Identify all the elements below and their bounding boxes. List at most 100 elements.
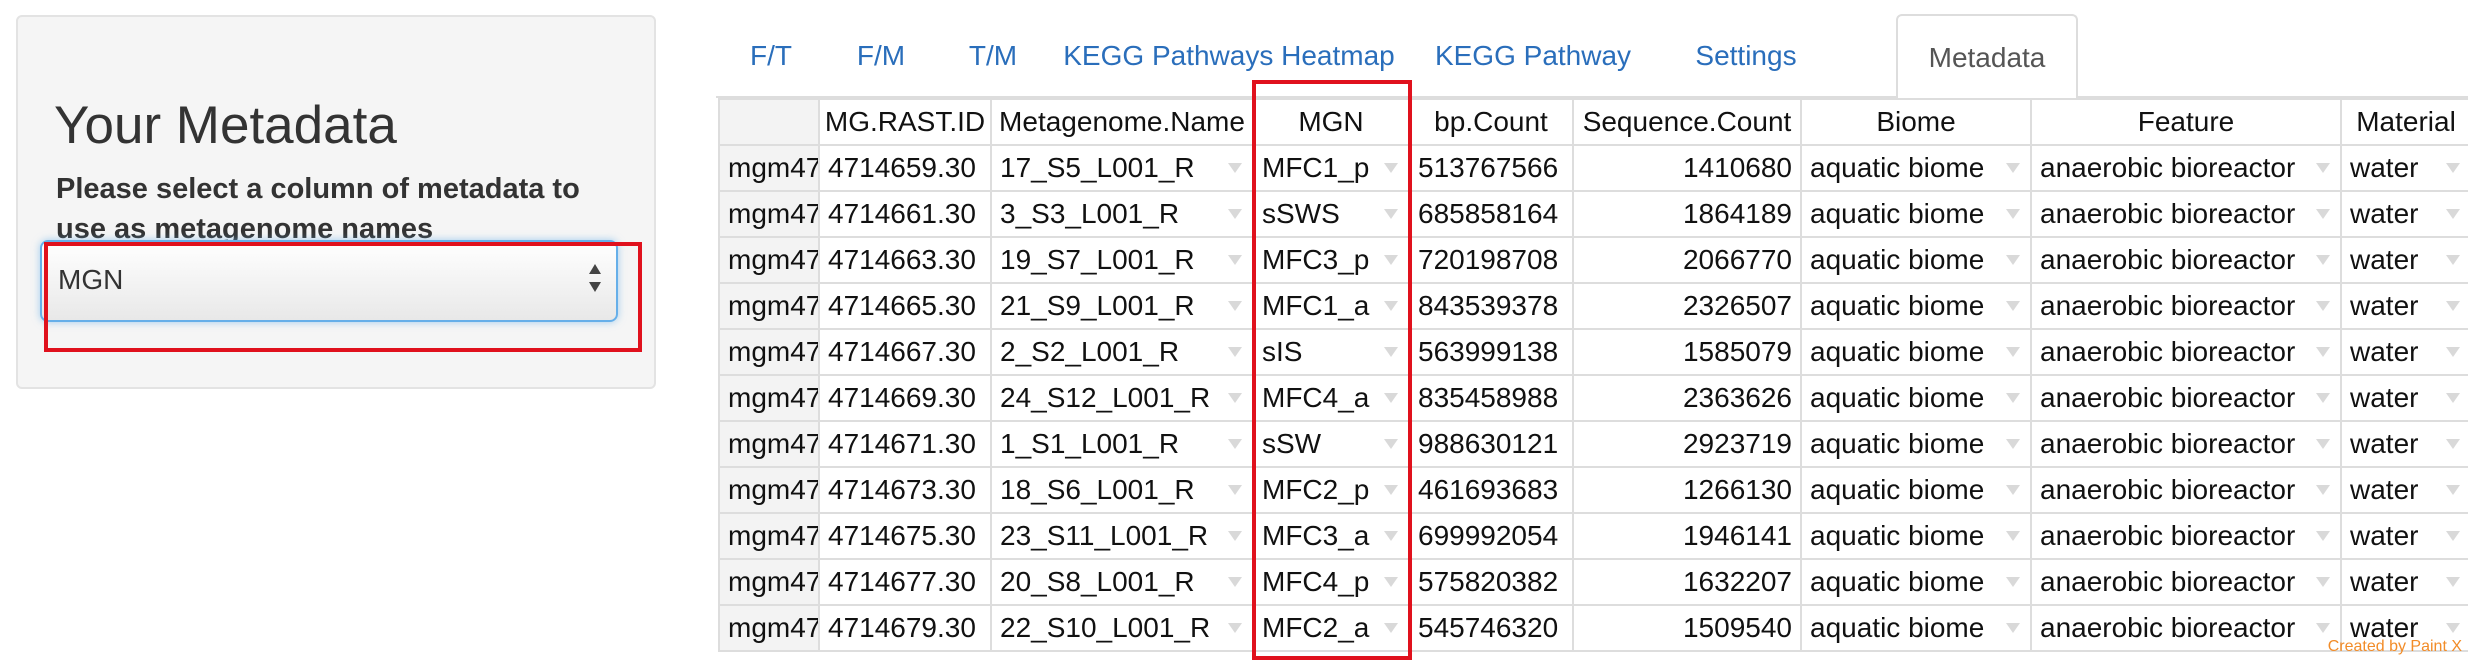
cell-sequence-count[interactable]: 1410680: [1574, 146, 1802, 192]
cell-material[interactable]: water: [2342, 330, 2468, 376]
cell-bp-count[interactable]: 563999138: [1410, 330, 1574, 376]
cell-biome[interactable]: aquatic biome: [1802, 330, 2032, 376]
header-biome[interactable]: Biome: [1802, 98, 2032, 146]
tab-t-m[interactable]: T/M: [968, 40, 1018, 71]
cell-metagenome-name[interactable]: 2_S2_L001_R: [992, 330, 1254, 376]
cell-mg-rast-id[interactable]: 4714663.30: [820, 238, 992, 284]
cell-bp-count[interactable]: 685858164: [1410, 192, 1574, 238]
cell-material[interactable]: water: [2342, 514, 2468, 560]
cell-mg-rast-id[interactable]: 4714665.30: [820, 284, 992, 330]
cell-bp-count[interactable]: 835458988: [1410, 376, 1574, 422]
cell-mg-rast-id[interactable]: 4714667.30: [820, 330, 992, 376]
header-bp-count[interactable]: bp.Count: [1410, 98, 1574, 146]
cell-mgn[interactable]: sSW: [1254, 422, 1410, 468]
cell-metagenome-name[interactable]: 3_S3_L001_R: [992, 192, 1254, 238]
cell-mg-rast-id[interactable]: 4714679.30: [820, 606, 992, 652]
cell-biome[interactable]: aquatic biome: [1802, 192, 2032, 238]
cell-metagenome-name[interactable]: 20_S8_L001_R: [992, 560, 1254, 606]
tab-settings[interactable]: Settings: [1695, 40, 1797, 71]
cell-mg-rast-id[interactable]: 4714675.30: [820, 514, 992, 560]
cell-feature[interactable]: anaerobic bioreactor: [2032, 284, 2342, 330]
cell-biome[interactable]: aquatic biome: [1802, 422, 2032, 468]
cell-biome[interactable]: aquatic biome: [1802, 284, 2032, 330]
cell-feature[interactable]: anaerobic bioreactor: [2032, 376, 2342, 422]
cell-feature[interactable]: anaerobic bioreactor: [2032, 422, 2342, 468]
cell-mgn[interactable]: MFC2_p: [1254, 468, 1410, 514]
cell-metagenome-name[interactable]: 22_S10_L001_R: [992, 606, 1254, 652]
cell-feature[interactable]: anaerobic bioreactor: [2032, 606, 2342, 652]
cell-sequence-count[interactable]: 1946141: [1574, 514, 1802, 560]
cell-material[interactable]: water: [2342, 560, 2468, 606]
cell-metagenome-name[interactable]: 18_S6_L001_R: [992, 468, 1254, 514]
cell-biome[interactable]: aquatic biome: [1802, 606, 2032, 652]
cell-mg-rast-id[interactable]: 4714669.30: [820, 376, 992, 422]
tab-metadata[interactable]: Metadata: [1896, 14, 2078, 100]
cell-metagenome-name[interactable]: 21_S9_L001_R: [992, 284, 1254, 330]
header-feature[interactable]: Feature: [2032, 98, 2342, 146]
cell-mgn[interactable]: MFC3_a: [1254, 514, 1410, 560]
cell-bp-count[interactable]: 720198708: [1410, 238, 1574, 284]
cell-mgn[interactable]: MFC1_p: [1254, 146, 1410, 192]
tab-kegg-pathways-heatmap[interactable]: KEGG Pathways Heatmap: [1063, 40, 1395, 71]
cell-sequence-count[interactable]: 1266130: [1574, 468, 1802, 514]
cell-feature[interactable]: anaerobic bioreactor: [2032, 560, 2342, 606]
cell-bp-count[interactable]: 843539378: [1410, 284, 1574, 330]
header-mgn[interactable]: MGN: [1254, 98, 1410, 146]
tab-f-m[interactable]: F/M: [856, 40, 906, 71]
cell-sequence-count[interactable]: 1864189: [1574, 192, 1802, 238]
header-material[interactable]: Material: [2342, 98, 2468, 146]
cell-material[interactable]: water: [2342, 606, 2468, 652]
cell-bp-count[interactable]: 575820382: [1410, 560, 1574, 606]
cell-sequence-count[interactable]: 2066770: [1574, 238, 1802, 284]
cell-mgn[interactable]: sSWS: [1254, 192, 1410, 238]
cell-feature[interactable]: anaerobic bioreactor: [2032, 514, 2342, 560]
cell-material[interactable]: water: [2342, 192, 2468, 238]
cell-bp-count[interactable]: 988630121: [1410, 422, 1574, 468]
cell-sequence-count[interactable]: 2326507: [1574, 284, 1802, 330]
header-metagenome-name[interactable]: Metagenome.Name: [992, 98, 1254, 146]
cell-material[interactable]: water: [2342, 376, 2468, 422]
cell-feature[interactable]: anaerobic bioreactor: [2032, 330, 2342, 376]
cell-sequence-count[interactable]: 1632207: [1574, 560, 1802, 606]
cell-material[interactable]: water: [2342, 146, 2468, 192]
tab-kegg-pathway[interactable]: KEGG Pathway: [1434, 40, 1632, 71]
cell-metagenome-name[interactable]: 23_S11_L001_R: [992, 514, 1254, 560]
cell-metagenome-name[interactable]: 24_S12_L001_R: [992, 376, 1254, 422]
cell-mg-rast-id[interactable]: 4714671.30: [820, 422, 992, 468]
cell-mgn[interactable]: MFC4_a: [1254, 376, 1410, 422]
cell-sequence-count[interactable]: 1585079: [1574, 330, 1802, 376]
cell-biome[interactable]: aquatic biome: [1802, 468, 2032, 514]
cell-material[interactable]: water: [2342, 422, 2468, 468]
cell-sequence-count[interactable]: 2923719: [1574, 422, 1802, 468]
cell-mgn[interactable]: MFC4_p: [1254, 560, 1410, 606]
cell-mg-rast-id[interactable]: 4714661.30: [820, 192, 992, 238]
cell-metagenome-name[interactable]: 17_S5_L001_R: [992, 146, 1254, 192]
cell-feature[interactable]: anaerobic bioreactor: [2032, 146, 2342, 192]
cell-sequence-count[interactable]: 1509540: [1574, 606, 1802, 652]
cell-metagenome-name[interactable]: 1_S1_L001_R: [992, 422, 1254, 468]
cell-material[interactable]: water: [2342, 284, 2468, 330]
cell-metagenome-name[interactable]: 19_S7_L001_R: [992, 238, 1254, 284]
cell-sequence-count[interactable]: 2363626: [1574, 376, 1802, 422]
cell-mgn[interactable]: MFC2_a: [1254, 606, 1410, 652]
cell-bp-count[interactable]: 699992054: [1410, 514, 1574, 560]
cell-bp-count[interactable]: 513767566: [1410, 146, 1574, 192]
cell-bp-count[interactable]: 545746320: [1410, 606, 1574, 652]
metagenome-name-select[interactable]: MGN: [40, 240, 618, 322]
header-sequence-count[interactable]: Sequence.Count: [1574, 98, 1802, 146]
cell-mgn[interactable]: MFC1_a: [1254, 284, 1410, 330]
cell-mg-rast-id[interactable]: 4714673.30: [820, 468, 992, 514]
cell-biome[interactable]: aquatic biome: [1802, 146, 2032, 192]
cell-feature[interactable]: anaerobic bioreactor: [2032, 468, 2342, 514]
cell-mgn[interactable]: sIS: [1254, 330, 1410, 376]
cell-feature[interactable]: anaerobic bioreactor: [2032, 238, 2342, 284]
cell-mg-rast-id[interactable]: 4714677.30: [820, 560, 992, 606]
cell-biome[interactable]: aquatic biome: [1802, 560, 2032, 606]
tab-f-t[interactable]: F/T: [750, 40, 792, 71]
cell-material[interactable]: water: [2342, 238, 2468, 284]
cell-mgn[interactable]: MFC3_p: [1254, 238, 1410, 284]
cell-biome[interactable]: aquatic biome: [1802, 514, 2032, 560]
cell-biome[interactable]: aquatic biome: [1802, 238, 2032, 284]
cell-material[interactable]: water: [2342, 468, 2468, 514]
cell-mg-rast-id[interactable]: 4714659.30: [820, 146, 992, 192]
